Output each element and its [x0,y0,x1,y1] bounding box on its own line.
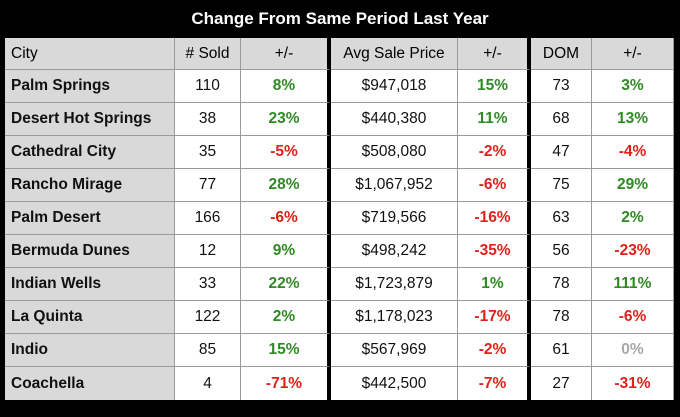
cell-sold: 77 [175,169,241,202]
header-dom-change: +/- [592,38,674,70]
cell-avg-sale-price: $498,242 [331,235,458,268]
cell-dom: 78 [531,301,592,334]
cell-dom-change: 111% [592,268,674,301]
report-title: Change From Same Period Last Year [191,9,489,28]
cell-city: Palm Springs [5,70,175,103]
cell-sold: 38 [175,103,241,136]
cell-avg-sale-price: $1,723,879 [331,268,458,301]
header-sold: # Sold [175,38,241,70]
cell-sold: 110 [175,70,241,103]
cell-dom-change: -23% [592,235,674,268]
cell-dom-change: -4% [592,136,674,169]
cell-avg-sale-price: $508,080 [331,136,458,169]
cell-sold: 166 [175,202,241,235]
header-city: City [5,38,175,70]
cell-price-change: -6% [458,169,531,202]
cell-dom: 68 [531,103,592,136]
table-body: Palm Springs 110 8% $947,018 15% 73 3% Desert H… [5,70,674,400]
cell-avg-sale-price: $1,178,023 [331,301,458,334]
cell-price-change: -2% [458,136,531,169]
cell-dom-change: 3% [592,70,674,103]
cell-dom: 27 [531,367,592,400]
table-row: Palm Desert 166 -6% $719,566 -16% 63 2% [5,202,674,235]
cell-sold-change: 23% [241,103,331,136]
cell-city: Indio [5,334,175,367]
header-avg-sale-price: Avg Sale Price [331,38,458,70]
table-row: Cathedral City 35 -5% $508,080 -2% 47 -4% [5,136,674,169]
cell-sold-change: 2% [241,301,331,334]
cell-dom: 73 [531,70,592,103]
cell-price-change: -17% [458,301,531,334]
cell-sold: 4 [175,367,241,400]
cell-city: Rancho Mirage [5,169,175,202]
cell-price-change: 11% [458,103,531,136]
table-row: Palm Springs 110 8% $947,018 15% 73 3% [5,70,674,103]
cell-dom-change: 29% [592,169,674,202]
cell-price-change: -35% [458,235,531,268]
cell-avg-sale-price: $719,566 [331,202,458,235]
table-row: Bermuda Dunes 12 9% $498,242 -35% 56 -23% [5,235,674,268]
table-row: Indian Wells 33 22% $1,723,879 1% 78 111% [5,268,674,301]
cell-dom: 75 [531,169,592,202]
cell-dom-change: 2% [592,202,674,235]
cell-sold-change: -5% [241,136,331,169]
header-price-change: +/- [458,38,531,70]
cell-sold-change: -6% [241,202,331,235]
cell-sold-change: 9% [241,235,331,268]
cell-price-change: 1% [458,268,531,301]
table-row: Desert Hot Springs 38 23% $440,380 11% 68 13% [5,103,674,136]
cell-price-change: -16% [458,202,531,235]
cell-city: Bermuda Dunes [5,235,175,268]
cell-sold: 12 [175,235,241,268]
cell-city: Indian Wells [5,268,175,301]
cell-sold-change: -71% [241,367,331,400]
cell-avg-sale-price: $442,500 [331,367,458,400]
cell-dom-change: 0% [592,334,674,367]
cell-avg-sale-price: $1,067,952 [331,169,458,202]
cell-dom: 47 [531,136,592,169]
table-row: Coachella 4 -71% $442,500 -7% 27 -31% [5,367,674,400]
cell-sold-change: 22% [241,268,331,301]
cell-sold: 122 [175,301,241,334]
cell-city: Coachella [5,367,175,400]
cell-price-change: 15% [458,70,531,103]
cell-city: Palm Desert [5,202,175,235]
header-dom: DOM [531,38,592,70]
cell-avg-sale-price: $440,380 [331,103,458,136]
cell-dom: 61 [531,334,592,367]
table-row: La Quinta 122 2% $1,178,023 -17% 78 -6% [5,301,674,334]
cell-price-change: -2% [458,334,531,367]
cell-dom-change: -31% [592,367,674,400]
table-row: Indio 85 15% $567,969 -2% 61 0% [5,334,674,367]
cell-avg-sale-price: $947,018 [331,70,458,103]
header-row: City # Sold +/- Avg Sale Price +/- DOM +… [5,38,674,70]
cell-sold-change: 28% [241,169,331,202]
cell-sold: 33 [175,268,241,301]
cell-dom-change: -6% [592,301,674,334]
cell-dom: 56 [531,235,592,268]
cell-dom: 63 [531,202,592,235]
comparison-table: City # Sold +/- Avg Sale Price +/- DOM +… [5,38,674,400]
cell-avg-sale-price: $567,969 [331,334,458,367]
cell-price-change: -7% [458,367,531,400]
cell-sold-change: 8% [241,70,331,103]
cell-city: La Quinta [5,301,175,334]
comparison-table-container: City # Sold +/- Avg Sale Price +/- DOM +… [5,38,674,414]
cell-sold-change: 15% [241,334,331,367]
cell-dom: 78 [531,268,592,301]
cell-sold: 85 [175,334,241,367]
table-row: Rancho Mirage 77 28% $1,067,952 -6% 75 29% [5,169,674,202]
cell-dom-change: 13% [592,103,674,136]
header-sold-change: +/- [241,38,331,70]
cell-city: Cathedral City [5,136,175,169]
cell-city: Desert Hot Springs [5,103,175,136]
cell-sold: 35 [175,136,241,169]
